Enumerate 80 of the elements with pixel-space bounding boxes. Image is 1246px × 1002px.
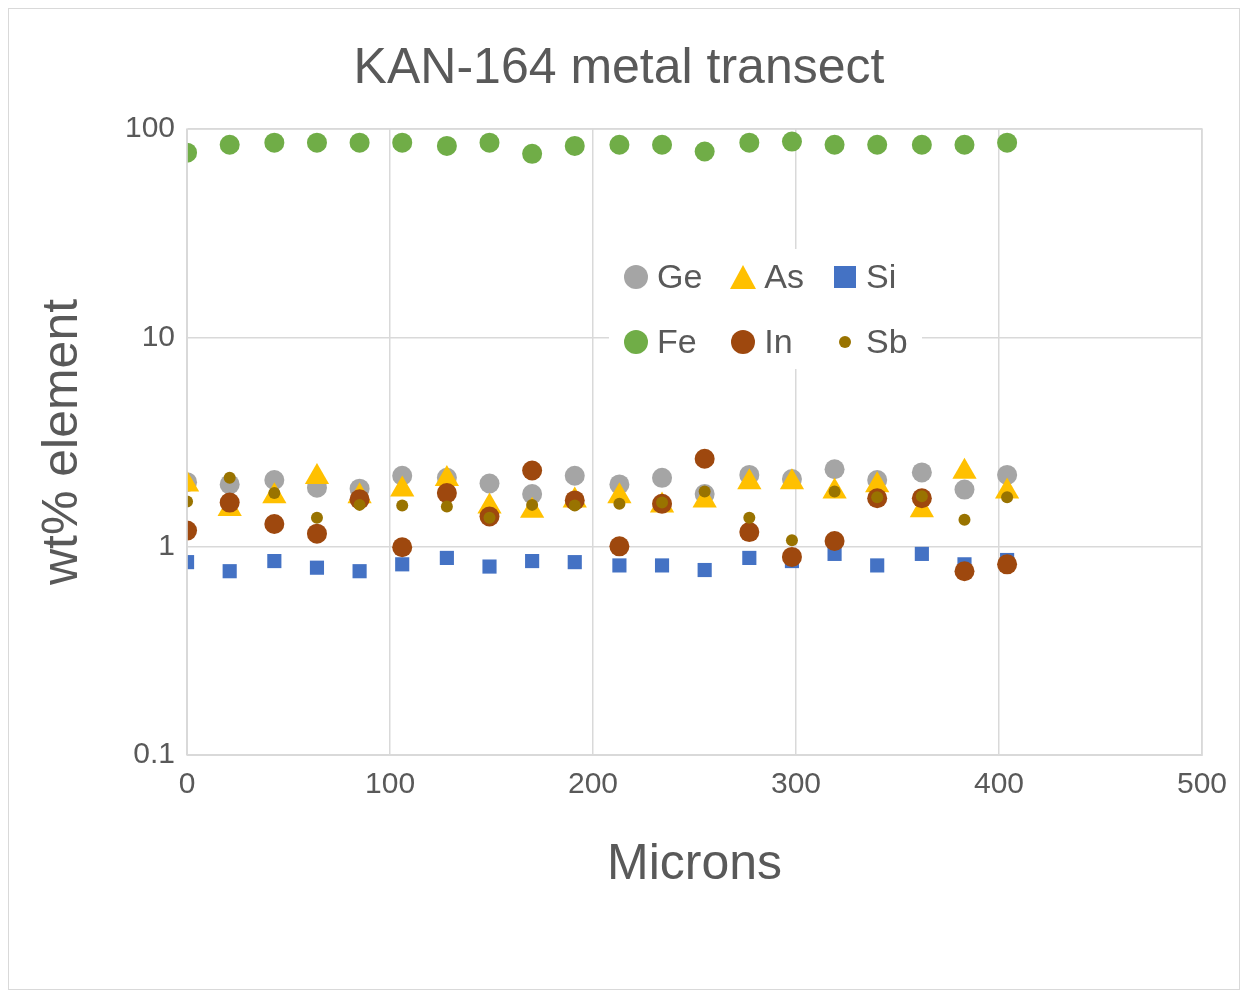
legend-label: Ge [657,257,703,296]
point [223,471,236,484]
point [395,557,410,572]
point [954,134,975,155]
point [479,473,500,494]
point [440,500,453,513]
x-tick-label: 300 [770,766,822,800]
point [439,550,454,565]
point [739,132,760,153]
x-tick-label: 500 [1176,766,1227,800]
legend-label: In [764,322,793,361]
legend-label: As [764,257,805,296]
point [694,448,715,469]
point [911,462,932,483]
point [482,559,497,574]
y-axis-title: wt% element [31,298,88,587]
point [349,132,370,153]
point [306,132,327,153]
point [742,550,757,565]
point [267,553,282,569]
x-tick-label: 0 [178,766,196,800]
point [567,555,582,570]
point [264,513,285,534]
point [613,497,626,510]
point [954,479,975,500]
point [739,522,760,543]
point [958,513,971,526]
point [652,134,673,155]
point [522,143,543,164]
point [867,134,888,155]
point [654,558,670,573]
point [997,554,1018,575]
point [396,499,409,512]
y-tick-label: 0.1 [133,736,176,770]
point [997,132,1018,153]
point [652,467,673,488]
point [694,141,715,162]
legend-label: Fe [657,322,697,361]
point [525,553,540,569]
point [697,562,712,578]
point [609,536,630,557]
point [352,564,367,579]
x-tick-label: 200 [567,766,619,800]
legend-label: Sb [866,322,908,361]
point [914,546,929,561]
point [306,523,327,544]
x-tick-label: 100 [365,766,416,800]
point [824,531,845,552]
point [781,131,802,152]
point [309,560,325,575]
point [609,134,630,155]
point [392,132,413,153]
point [785,534,798,547]
point [781,546,802,567]
point [564,135,585,156]
point [264,132,285,153]
point [222,564,237,579]
point [824,459,845,480]
point [522,460,543,481]
point [436,483,457,504]
point [1001,491,1014,504]
point [743,511,756,524]
point [870,558,885,573]
point [436,135,457,156]
x-axis-title: Microns [607,833,783,890]
y-tick-label: 10 [141,318,176,352]
legend-label: Si [866,257,897,296]
point [954,561,975,582]
x-tick-label: 400 [973,766,1025,800]
point [564,465,585,486]
point [612,558,627,573]
point [219,134,240,155]
y-tick-label: 100 [124,110,176,144]
y-tick-label: 1 [158,527,176,561]
point [479,132,500,153]
chart-title: KAN-164 metal transect [353,37,885,94]
point [911,134,932,155]
point [824,134,845,155]
point [392,537,413,558]
point [310,511,323,524]
